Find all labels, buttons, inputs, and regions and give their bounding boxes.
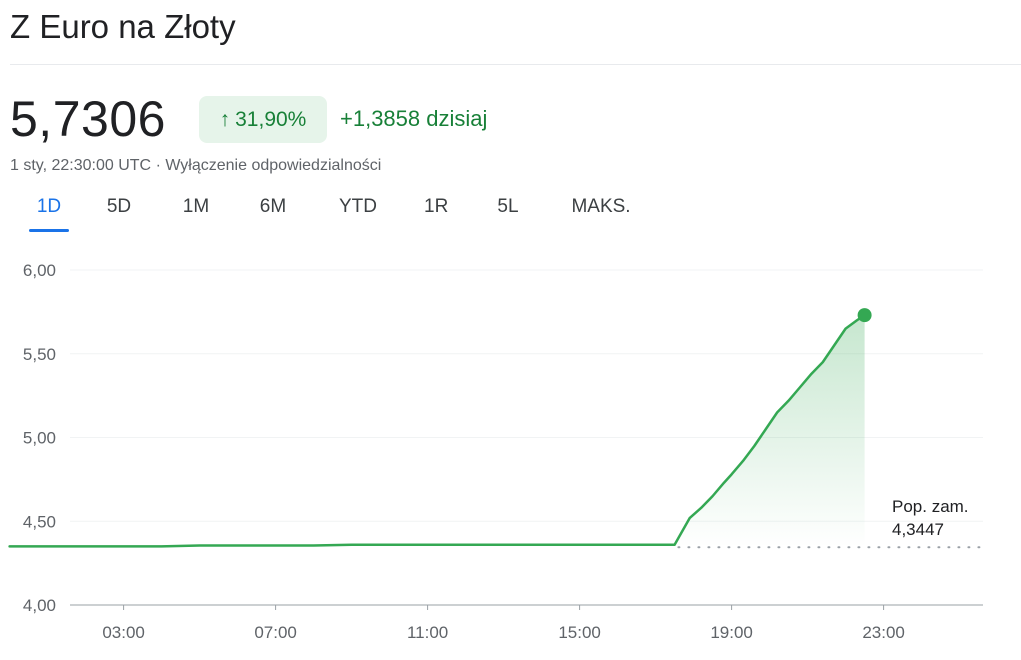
tab-6m[interactable]: 6M [259, 196, 287, 217]
y-tick-label: 6,00 [23, 261, 56, 280]
x-tick-label: 07:00 [254, 623, 297, 642]
y-tick-label: 5,50 [23, 345, 56, 364]
current-price: 5,7306 [10, 91, 166, 147]
y-tick-label: 5,00 [23, 429, 56, 448]
x-tick-label: 23:00 [862, 623, 905, 642]
tab-ytd[interactable]: YTD [339, 196, 377, 217]
quote-meta: 1 sty, 22:30:00 UTC · Wyłączenie odpowie… [10, 157, 381, 175]
tab-1d[interactable]: 1D [29, 196, 69, 232]
tab-5d[interactable]: 5D [106, 196, 132, 217]
previous-close-label: Pop. zam. [892, 497, 969, 516]
tab-1m[interactable]: 1M [182, 196, 210, 217]
header-divider [10, 64, 1021, 65]
current-price-marker [857, 308, 872, 323]
timestamp: 1 sty, 22:30:00 UTC [10, 157, 152, 174]
arrow-up-icon: ↑ [219, 107, 231, 131]
x-tick-label: 19:00 [710, 623, 753, 642]
tab-5l[interactable]: 5L [497, 196, 519, 217]
y-tick-label: 4,00 [23, 596, 56, 615]
previous-close-value: 4,3447 [892, 520, 944, 539]
meta-separator: · [155, 157, 161, 174]
x-tick-label: 03:00 [102, 623, 145, 642]
tab-maks[interactable]: MAKS. [571, 196, 631, 217]
series-line [8, 313, 866, 548]
y-tick-label: 4,50 [23, 512, 56, 531]
price-chart: 4,00 4,50 5,00 5,50 6,00 03:00 07:00 11:00 15:00… [8, 261, 984, 642]
percent-change-value: 31,90% [235, 107, 307, 131]
area-fill [674, 315, 865, 548]
disclaimer-link[interactable]: Wyłączenie odpowiedzialności [165, 157, 382, 174]
x-tick-label: 15:00 [558, 623, 601, 642]
percent-change-badge: ↑ 31,90% [199, 96, 327, 143]
x-tick-label: 11:00 [407, 623, 448, 642]
page-title: Z Euro na Złoty [10, 8, 236, 45]
absolute-change: +1,3858 dzisiaj [340, 106, 488, 131]
tab-1r[interactable]: 1R [424, 196, 449, 217]
